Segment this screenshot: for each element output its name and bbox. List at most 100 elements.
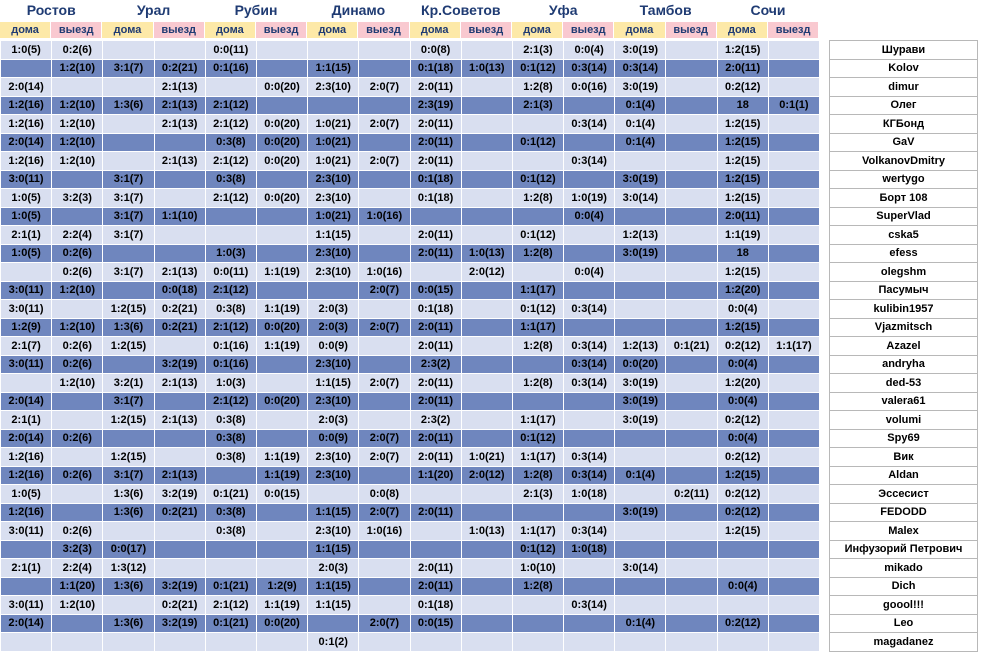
score-cell (511, 502, 565, 522)
score-cell: 1:2(8) (511, 77, 565, 97)
score-cell (614, 539, 667, 559)
score-cell: 1:1(15) (307, 576, 360, 596)
score-cell (665, 169, 718, 189)
score-cell: 2:1(12) (204, 595, 257, 615)
score-cell: 0:2(6) (51, 465, 104, 485)
score-cell: 2:3(10) (307, 447, 360, 467)
score-cell (460, 373, 513, 393)
score-cell: 2:3(10) (307, 77, 360, 97)
table-row: 1:2(16) 1:2(10) 2:1(13) 2:1(12) 0:0(20) 1:0(2… (0, 114, 978, 134)
score-cell: 2:1(1) (0, 225, 53, 245)
team-header: Тамбов (639, 2, 692, 18)
away-label: выезд (51, 22, 103, 38)
score-cell: 0:0(15) (255, 484, 309, 504)
score-cell: 1:1(17) (511, 280, 565, 300)
team-header: Уфа (548, 2, 578, 18)
table-row: 1:0(5) 3:1(7) 1:1(10) 1:0(21) 1:0(16) 0:0(4) 2… (0, 206, 978, 226)
player-name: kulibin1957 (829, 299, 978, 319)
score-cell (665, 243, 718, 263)
score-cell: 2:1(12) (204, 95, 257, 115)
score-cell: 1:1(17) (511, 410, 565, 430)
table-row: 1:2(16) 1:2(10) 2:1(13) 2:1(12) 0:0(20) 1:0(2… (0, 151, 978, 171)
team-header: Ростов (26, 2, 76, 18)
score-cell (665, 539, 718, 559)
spacer-cell (819, 40, 830, 59)
score-cell (51, 613, 104, 633)
score-cell (665, 502, 718, 522)
score-cell (665, 558, 718, 578)
score-cell (767, 613, 821, 633)
score-cell: 0:2(6) (51, 40, 104, 60)
score-cell (665, 58, 718, 78)
table-row: 2:1(1) 2:2(4) 3:1(7) 1:1(15) 2:0(11) 0:1(12) 1… (0, 225, 978, 245)
score-cell: 0:1(16) (204, 336, 257, 356)
score-cell (614, 280, 667, 300)
score-cell: 0:3(14) (563, 521, 616, 541)
table-row: 3:0(11) 1:2(10) 0:0(18) 2:1(12) 2:0(7) 0:0(15… (0, 280, 978, 300)
score-cell: 2:0(11) (409, 391, 462, 411)
score-cell (255, 558, 309, 578)
score-cell (51, 77, 104, 97)
spacer-cell (819, 558, 830, 577)
score-cell: 0:1(18) (409, 169, 462, 189)
score-cell (614, 632, 667, 652)
score-cell: 3:0(19) (614, 77, 667, 97)
score-cell: 3:0(19) (614, 373, 667, 393)
score-cell (0, 576, 53, 596)
score-cell (665, 447, 718, 467)
score-cell: 2:0(3) (307, 558, 360, 578)
score-cell (102, 77, 155, 97)
score-cell (665, 465, 718, 485)
score-cell: 3:0(11) (0, 354, 53, 374)
score-cell: 1:0(5) (0, 40, 53, 60)
score-cell: 1:1(19) (255, 262, 309, 282)
score-cell: 1:0(10) (511, 558, 565, 578)
score-cell (614, 428, 667, 448)
score-cell: 2:1(13) (153, 77, 206, 97)
score-cell (460, 40, 513, 60)
team-header: Урал (136, 2, 171, 18)
table-row: 1:0(5) 3:2(3) 3:1(7) 2:1(12) 0:0(20) 2:3(10) 0… (0, 188, 978, 208)
score-cell: 1:1(17) (511, 521, 565, 541)
score-cell: 0:3(14) (563, 58, 616, 78)
score-cell (767, 391, 821, 411)
score-cell: 18 (716, 243, 769, 263)
score-cell: 0:2(12) (716, 484, 769, 504)
player-name: Spy69 (829, 428, 978, 448)
score-cell (767, 151, 821, 171)
score-cell (716, 558, 769, 578)
score-cell: 1:2(15) (716, 262, 769, 282)
score-cell: 2:1(7) (0, 336, 53, 356)
score-cell: 0:0(4) (563, 40, 616, 60)
spacer-cell (819, 77, 830, 96)
score-cell (460, 280, 513, 300)
score-cell (767, 521, 821, 541)
score-cell (0, 539, 53, 559)
score-cell: 0:3(14) (563, 595, 616, 615)
score-cell: 1:2(10) (51, 595, 104, 615)
score-cell: 1:3(6) (102, 95, 155, 115)
spacer-cell (819, 133, 830, 152)
player-name: Leo (829, 613, 978, 633)
player-name: FEDODD (829, 502, 978, 522)
score-cell (665, 262, 718, 282)
score-cell (614, 262, 667, 282)
score-cell (767, 502, 821, 522)
score-cell: 3:1(7) (102, 262, 155, 282)
score-cell: 0:1(4) (614, 613, 667, 633)
spacer-cell (819, 318, 830, 337)
score-cell: 0:3(8) (204, 521, 257, 541)
score-cell: 2:0(11) (716, 206, 769, 226)
score-cell: 1:0(21) (307, 151, 360, 171)
score-cell: 0:2(21) (153, 58, 206, 78)
score-cell: 1:2(10) (51, 317, 104, 337)
spacer-cell (819, 595, 830, 614)
score-cell: 1:2(8) (511, 243, 565, 263)
score-cell: 0:0(9) (307, 428, 360, 448)
player-name: dimur (829, 77, 978, 97)
score-cell (255, 40, 309, 60)
score-cell: 0:1(4) (614, 114, 667, 134)
player-name: GaV (829, 132, 978, 152)
score-cell (767, 262, 821, 282)
score-cell (665, 521, 718, 541)
